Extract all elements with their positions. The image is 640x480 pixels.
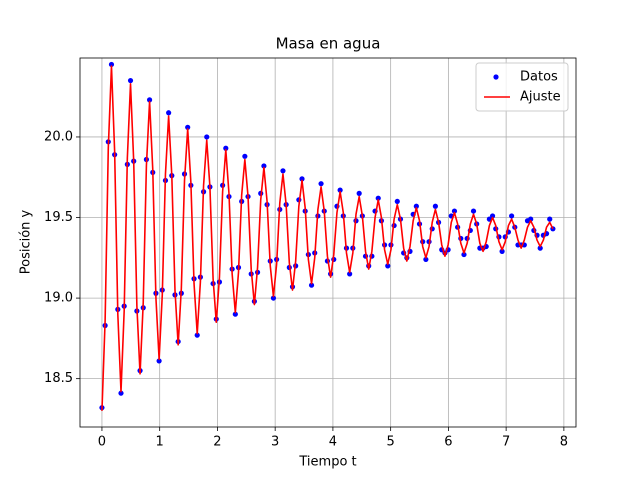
data-point [299, 176, 305, 182]
data-point [108, 61, 115, 68]
x-tick-label: 1 [156, 435, 164, 450]
y-tick-label: 19.0 [44, 291, 73, 306]
x-tick-label: 4 [329, 435, 337, 450]
data-point [185, 124, 191, 130]
legend-marker [493, 74, 499, 80]
x-axis-label: Tiempo t [298, 455, 356, 470]
x-tick-label: 0 [98, 435, 106, 450]
data-point [166, 110, 172, 116]
y-tick-label: 19.5 [44, 210, 73, 225]
data-point [432, 203, 438, 209]
data-point [146, 97, 153, 103]
data-point [385, 263, 391, 269]
data-point [394, 198, 400, 205]
data-point [413, 203, 419, 209]
data-point [204, 134, 210, 140]
x-tick-label: 2 [213, 435, 221, 450]
legend: Datos Ajuste [475, 62, 569, 112]
y-axis-label: Posición y [19, 209, 34, 274]
legend-label: Ajuste [520, 90, 561, 105]
data-point [499, 248, 505, 254]
data-point [550, 226, 556, 232]
x-tick-label: 5 [387, 435, 395, 450]
data-point [537, 245, 543, 251]
x-tick-label: 3 [271, 435, 279, 450]
x-tick-label: 6 [444, 435, 452, 450]
data-point [156, 358, 162, 364]
data-point [347, 271, 353, 277]
data-point [261, 163, 267, 169]
data-point [451, 208, 458, 214]
data-point [547, 216, 553, 222]
data-point [242, 153, 248, 159]
x-tick-label: 7 [502, 435, 510, 450]
data-point [509, 213, 515, 219]
data-point [194, 332, 200, 338]
data-point [356, 190, 362, 196]
data-point [337, 187, 343, 193]
data-point [118, 390, 124, 396]
y-tick-label: 20.0 [44, 129, 73, 144]
data-point [318, 181, 324, 187]
fit-line [101, 65, 554, 411]
data-point [461, 251, 467, 258]
data-point [528, 216, 534, 222]
data-point [232, 311, 238, 317]
data-point [489, 213, 496, 219]
legend-label: Datos [520, 70, 558, 85]
chart-title: Masa en agua [276, 35, 381, 53]
data-point [470, 208, 477, 214]
data-point [280, 168, 286, 174]
data-point [270, 295, 277, 301]
y-tick-label: 18.5 [44, 371, 73, 386]
data-point [127, 77, 134, 84]
data-point [423, 256, 429, 263]
plot-frame [79, 57, 577, 428]
data-point [308, 282, 315, 288]
data-point [375, 195, 381, 201]
data-point [223, 145, 229, 151]
x-tick-label: 8 [560, 435, 568, 450]
legend-box [475, 62, 569, 112]
